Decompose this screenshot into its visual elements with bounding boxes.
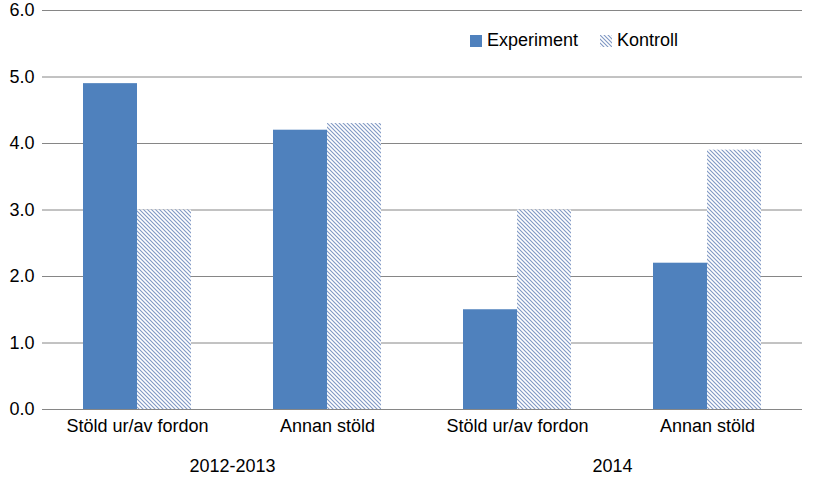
svg-text:2012-2013: 2012-2013: [189, 456, 275, 476]
html-text:Kontroll: Kontroll: [617, 30, 678, 50]
svg-text:Annan stöld: Annan stöld: [280, 416, 375, 436]
svg-text:3.0: 3.0: [9, 200, 34, 220]
svg-text:2014: 2014: [592, 456, 632, 476]
html-text:Experiment: Experiment: [486, 30, 578, 50]
svg-text:5.0: 5.0: [9, 67, 34, 87]
svg-text:4.0: 4.0: [9, 133, 34, 153]
svg-text:Stöld ur/av fordon: Stöld ur/av fordon: [66, 416, 208, 436]
svg-text:Stöld ur/av fordon: Stöld ur/av fordon: [446, 416, 588, 436]
svg-text:0.0: 0.0: [9, 399, 34, 419]
svg-text:6.0: 6.0: [9, 0, 34, 20]
svg-text:Annan stöld: Annan stöld: [660, 416, 755, 436]
svg-text:2.0: 2.0: [9, 266, 34, 286]
svg-text:1.0: 1.0: [9, 333, 34, 353]
